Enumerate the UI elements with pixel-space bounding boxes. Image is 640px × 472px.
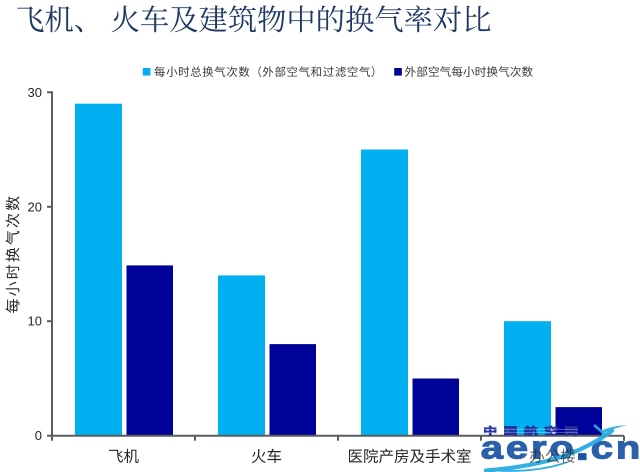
svg-text:20: 20 xyxy=(28,199,42,214)
svg-text:10: 10 xyxy=(28,314,42,329)
svg-text:30: 30 xyxy=(28,85,42,100)
svg-text:aero.cn: aero.cn xyxy=(481,429,640,466)
svg-text:0: 0 xyxy=(35,428,42,443)
